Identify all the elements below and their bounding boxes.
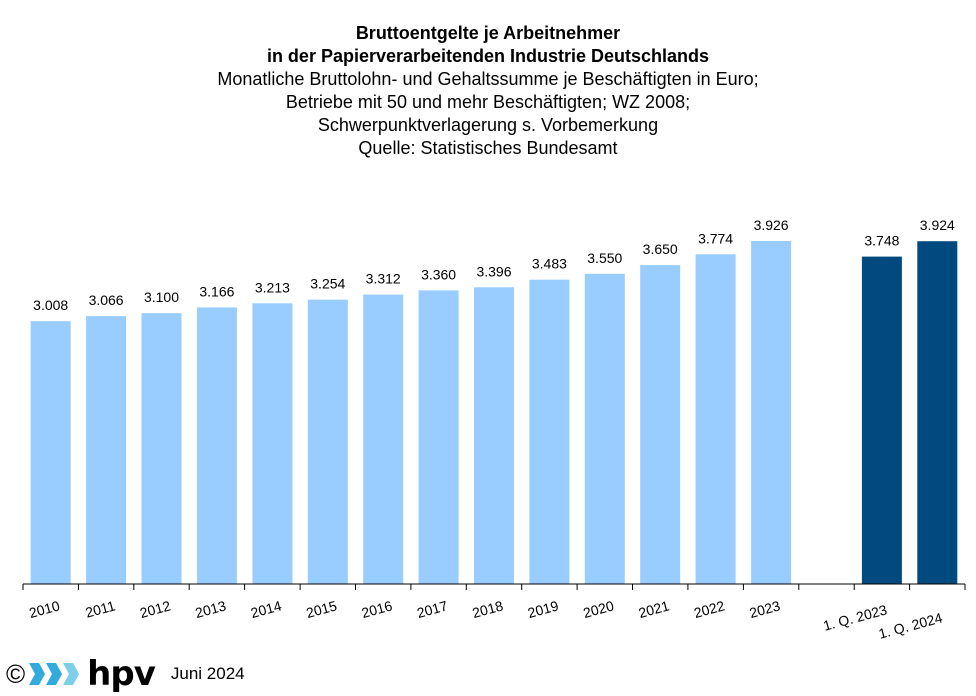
bar-2023: [751, 241, 792, 584]
bar-2017: [418, 290, 459, 584]
hpv-logo: hpv: [29, 654, 156, 694]
hpv-logo-text: hpv: [87, 654, 156, 694]
bar-2022: [695, 254, 736, 585]
value-label: 3.550: [587, 250, 622, 266]
logo-stripe: [63, 663, 80, 685]
x-tick-label: 2011: [84, 597, 117, 620]
logo-stripe: [46, 663, 63, 685]
chart-subtitle-2: Betriebe mit 50 und mehr Beschäftigten; …: [285, 92, 691, 112]
value-label: 3.066: [89, 292, 124, 308]
value-label: 3.926: [754, 217, 789, 233]
chart-title-line2: in der Papierverarbeitenden Industrie De…: [266, 46, 710, 66]
x-tick-label: 2021: [637, 597, 671, 621]
bar-2010: [30, 321, 71, 584]
value-label: 3.774: [698, 230, 733, 246]
footer: © hpv Juni 2024: [6, 657, 245, 691]
bar-1-q-2024: [917, 241, 958, 584]
value-label: 3.748: [864, 233, 899, 249]
bar-2020: [584, 273, 625, 584]
bar-2018: [474, 287, 514, 584]
x-tick-label: 2010: [27, 597, 61, 621]
bar-2011: [86, 316, 127, 584]
value-label: 3.312: [366, 271, 401, 287]
x-tick-label: 2013: [193, 597, 227, 621]
bar-2016: [363, 294, 404, 584]
footer-date: Juni 2024: [170, 664, 245, 683]
x-tick-label: 2022: [692, 597, 726, 621]
hpv-logo-icon: [29, 663, 80, 685]
x-tick-label: 2023: [748, 597, 782, 621]
x-tick-label: 2012: [138, 597, 172, 621]
x-tick-label: 2016: [360, 597, 394, 621]
value-label: 3.008: [33, 297, 68, 313]
value-label: 3.213: [255, 279, 290, 295]
x-tick-label: 2014: [249, 597, 283, 621]
value-label: 3.483: [532, 256, 567, 272]
chart-title: Bruttoentgelte je Arbeitnehmer: [355, 23, 621, 43]
value-label: 3.924: [920, 217, 955, 233]
chart-subtitle-4: Quelle: Statistisches Bundesamt: [358, 138, 618, 158]
bar-2013: [196, 307, 237, 584]
bar-1-q-2023: [861, 256, 902, 584]
x-tick-label: 2018: [471, 597, 505, 621]
chart-title-block: Bruttoentgelte je Arbeitnehmer in der Pa…: [0, 22, 976, 160]
bar-2021: [640, 265, 681, 584]
chart-subtitle-3: Schwerpunktverlagerung s. Vorbemerkung: [317, 115, 659, 135]
value-label: 3.100: [144, 289, 179, 305]
copyright-symbol: ©: [6, 659, 26, 689]
x-tick-label: 2017: [415, 597, 449, 621]
bar-2012: [141, 313, 182, 584]
value-label: 3.166: [199, 283, 234, 299]
logo-stripe: [29, 663, 46, 685]
x-tick-label: 2015: [304, 597, 338, 621]
value-label: 3.650: [643, 241, 678, 257]
bar-2019: [529, 279, 570, 584]
chart-subtitle-1: Monatliche Bruttolohn- und Gehaltssumme …: [217, 69, 759, 89]
value-label: 3.360: [421, 266, 456, 282]
x-tick-label: 2020: [581, 597, 615, 621]
bar-2014: [252, 303, 293, 584]
value-label: 3.254: [310, 276, 345, 292]
value-label: 3.396: [476, 263, 511, 279]
x-tick-label: 2019: [526, 597, 560, 621]
bar-2015: [307, 299, 348, 584]
